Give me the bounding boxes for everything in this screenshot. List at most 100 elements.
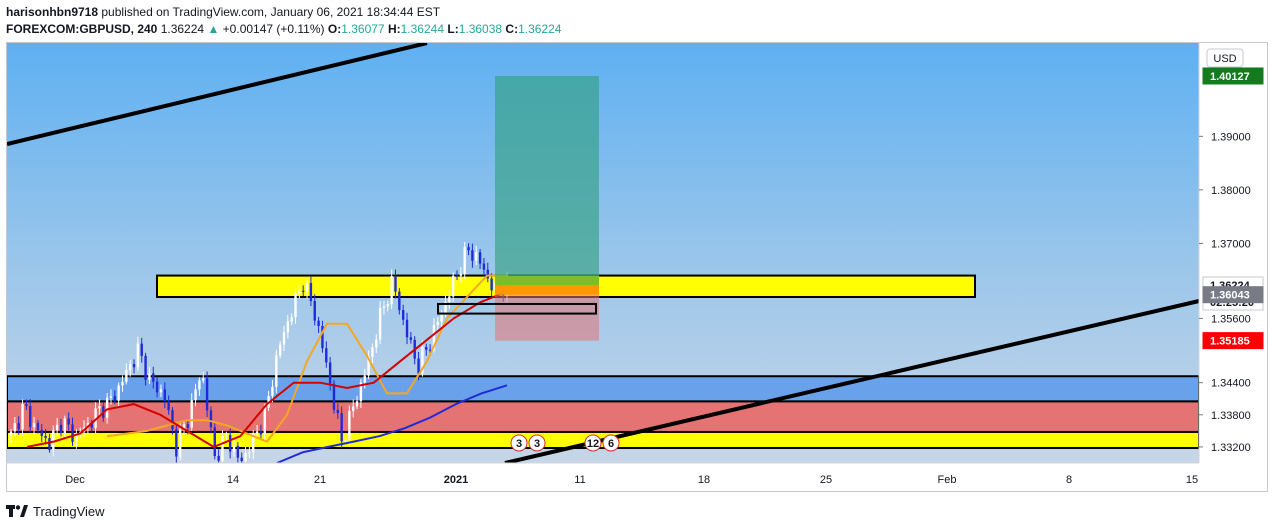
candle-body[interactable] [425, 347, 428, 350]
candle-body[interactable] [63, 418, 67, 434]
candle-body[interactable] [232, 445, 236, 452]
candle-body[interactable] [48, 438, 51, 450]
candle-body[interactable] [478, 252, 482, 264]
candle-body[interactable] [59, 424, 63, 434]
candle-body[interactable] [40, 430, 43, 436]
candle-body[interactable] [202, 378, 205, 381]
candle-body[interactable] [244, 452, 247, 461]
candle-body[interactable] [182, 424, 186, 430]
footer-brand[interactable]: TradingView [33, 503, 105, 519]
candle-body[interactable] [128, 364, 132, 371]
candle-body[interactable] [209, 410, 213, 428]
candle-body[interactable] [32, 422, 36, 428]
tradingview-logo-icon[interactable] [6, 504, 28, 518]
ema-slow-line[interactable] [26, 290, 508, 449]
candle-body[interactable] [444, 301, 447, 314]
event-badge[interactable]: 12 [584, 434, 602, 452]
candle-body[interactable] [482, 263, 486, 270]
candle-body[interactable] [290, 317, 293, 322]
candle-body[interactable] [75, 433, 78, 442]
candle-body[interactable] [55, 424, 59, 431]
candle-body[interactable] [98, 406, 101, 409]
candle-body[interactable] [375, 339, 378, 348]
candle-body[interactable] [386, 304, 390, 307]
candle-body[interactable] [378, 307, 382, 340]
candle-body[interactable] [325, 348, 328, 363]
candle-body[interactable] [198, 380, 201, 390]
candle-body[interactable] [152, 373, 155, 382]
candle-body[interactable] [171, 410, 174, 430]
candle-body[interactable] [436, 321, 439, 325]
candle-body[interactable] [228, 434, 232, 452]
candle-body[interactable] [117, 385, 120, 401]
candle-body[interactable] [471, 250, 474, 261]
candle-body[interactable] [448, 296, 451, 302]
candle-body[interactable] [190, 400, 193, 428]
candle-body[interactable] [140, 343, 143, 356]
sma-line[interactable] [276, 384, 508, 464]
candle-body[interactable] [17, 423, 20, 430]
candle-body[interactable] [175, 429, 178, 457]
candle-body[interactable] [455, 275, 459, 277]
currency-button[interactable] [1206, 48, 1244, 68]
candle-body[interactable] [328, 362, 332, 384]
candle-body[interactable] [167, 401, 170, 411]
candle-body[interactable] [248, 452, 251, 454]
candle-body[interactable] [9, 431, 13, 437]
candle-body[interactable] [367, 356, 370, 376]
event-badge[interactable]: 6 [602, 434, 620, 452]
candle-body[interactable] [90, 423, 93, 428]
candle-body[interactable] [463, 247, 466, 274]
candle-body[interactable] [113, 396, 117, 401]
candle-body[interactable] [459, 273, 463, 276]
candle-body[interactable] [467, 247, 470, 251]
candle-body[interactable] [159, 389, 163, 393]
candle-body[interactable] [348, 410, 351, 441]
candle-body[interactable] [13, 423, 17, 432]
entry-box[interactable] [437, 302, 597, 315]
chart-frame[interactable]: 3 3 12 6 USD 1.39000 1.38000 1.37000 1.35600 1.3… [6, 42, 1268, 492]
candle-body[interactable] [432, 324, 436, 350]
candle-body[interactable] [178, 429, 182, 457]
candle-body[interactable] [321, 326, 324, 349]
candle-body[interactable] [336, 409, 340, 414]
candle-body[interactable] [236, 445, 240, 458]
candle-body[interactable] [155, 381, 159, 393]
candle-body[interactable] [317, 320, 320, 327]
candle-body[interactable] [398, 291, 401, 311]
candle-body[interactable] [94, 408, 97, 428]
candle-body[interactable] [125, 370, 128, 382]
candle-body[interactable] [278, 344, 282, 356]
event-badge[interactable]: 3 [510, 434, 528, 452]
candle-body[interactable] [382, 306, 386, 308]
candle-body[interactable] [309, 283, 313, 301]
candle-body[interactable] [359, 382, 363, 402]
candle-body[interactable] [363, 375, 366, 383]
candle-body[interactable] [275, 355, 278, 387]
candle-body[interactable] [405, 319, 409, 338]
candle-body[interactable] [313, 300, 316, 321]
candle-body[interactable] [475, 252, 478, 261]
candle-body[interactable] [144, 355, 147, 380]
candle-body[interactable] [186, 424, 190, 428]
candle-body[interactable] [252, 433, 255, 453]
candle-body[interactable] [298, 290, 301, 293]
candle-body[interactable] [225, 434, 228, 436]
candle-body[interactable] [36, 422, 40, 431]
candle-body[interactable] [67, 418, 70, 425]
position-loss-zone[interactable] [495, 294, 599, 341]
candle-body[interactable] [340, 413, 343, 442]
candle-body[interactable] [394, 276, 397, 292]
candle-body[interactable] [486, 269, 489, 279]
candle-body[interactable] [409, 337, 413, 340]
blue-zone-zone[interactable] [7, 375, 1200, 403]
candle-body[interactable] [52, 430, 55, 450]
candle-body[interactable] [44, 435, 47, 439]
candle-body[interactable] [451, 275, 455, 297]
candle-body[interactable] [148, 373, 151, 380]
candle-body[interactable] [255, 431, 259, 434]
price-chart[interactable]: 3 3 12 6 USD 1.39000 1.38000 1.37000 1.35600 1.3… [7, 43, 1267, 491]
candle-body[interactable] [401, 310, 405, 320]
candle-body[interactable] [428, 349, 432, 351]
candle-body[interactable] [294, 292, 297, 318]
